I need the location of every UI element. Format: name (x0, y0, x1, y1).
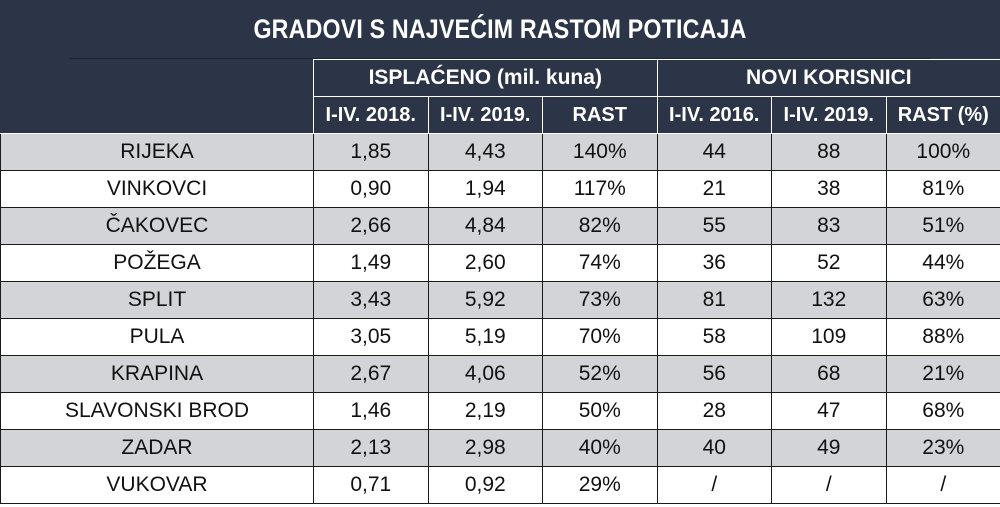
table-header: ISPLAĆENO (mil. kuna) NOVI KORISNICI I-I… (0, 59, 1000, 134)
header-novi-korisnici: NOVI KORISNICI (656, 59, 1000, 97)
table-row: SPLIT 3,43 5,92 73% 81 132 63% (0, 281, 1000, 319)
isplaceno-2018-cell: 0,71 (313, 466, 429, 504)
korisnici-2016-cell: 28 (656, 392, 773, 430)
isplaceno-2019-cell: 2,60 (427, 244, 543, 282)
isplaceno-2019-cell: 5,92 (427, 281, 543, 319)
table-row: POŽEGA 1,49 2,60 74% 36 52 44% (0, 244, 1000, 282)
isplaceno-2019-cell: 4,84 (427, 207, 543, 245)
korisnici-rast-cell: 63% (885, 281, 1000, 319)
korisnici-2019-cell: 88 (771, 133, 887, 171)
header-blank-cell (0, 59, 314, 134)
table-title: GRADOVI S NAJVEĆIM RASTOM POTICAJA (70, 0, 930, 59)
korisnici-rast-cell: 81% (885, 170, 1000, 208)
korisnici-2016-cell: 44 (656, 133, 773, 171)
table-row: RIJEKA 1,85 4,43 140% 44 88 100% (0, 133, 1000, 171)
isplaceno-rast-cell: 73% (542, 281, 658, 319)
data-table: ISPLAĆENO (mil. kuna) NOVI KORISNICI I-I… (0, 59, 1000, 504)
isplaceno-2018-cell: 1,49 (313, 244, 429, 282)
city-cell: POŽEGA (0, 244, 314, 282)
korisnici-2019-cell: / (771, 466, 887, 504)
korisnici-rast-cell: 100% (885, 133, 1000, 171)
isplaceno-2019-cell: 4,43 (427, 133, 543, 171)
isplaceno-2018-cell: 3,05 (313, 318, 429, 356)
table-row: KRAPINA 2,67 4,06 52% 56 68 21% (0, 355, 1000, 393)
korisnici-rast-cell: 68% (885, 392, 1000, 430)
table-row: ČAKOVEC 2,66 4,84 82% 55 83 51% (0, 207, 1000, 245)
korisnici-2019-cell: 38 (771, 170, 887, 208)
korisnici-2019-cell: 49 (771, 429, 887, 467)
isplaceno-rast-cell: 50% (542, 392, 658, 430)
korisnici-2016-cell: 21 (656, 170, 773, 208)
isplaceno-rast-cell: 74% (542, 244, 658, 282)
table-body: RIJEKA 1,85 4,43 140% 44 88 100% VINKOVCI 0,90 1,… (0, 133, 1000, 504)
isplaceno-2019-cell: 5,19 (427, 318, 543, 356)
korisnici-2016-cell: 58 (656, 318, 773, 356)
city-cell: VUKOVAR (0, 466, 314, 504)
isplaceno-2018-cell: 0,90 (313, 170, 429, 208)
city-cell: VINKOVCI (0, 170, 314, 208)
isplaceno-2019-cell: 2,98 (427, 429, 543, 467)
isplaceno-2018-cell: 2,13 (313, 429, 429, 467)
city-cell: ZADAR (0, 429, 314, 467)
city-cell: RIJEKA (0, 133, 314, 171)
korisnici-rast-cell: 51% (885, 207, 1000, 245)
isplaceno-2019-cell: 2,19 (427, 392, 543, 430)
isplaceno-rast-cell: 52% (542, 355, 658, 393)
city-cell: PULA (0, 318, 314, 356)
city-cell: SPLIT (0, 281, 314, 319)
table-row: VINKOVCI 0,90 1,94 117% 21 38 81% (0, 170, 1000, 208)
korisnici-2019-cell: 52 (771, 244, 887, 282)
header-column-row: I-IV. 2018. I-IV. 2019. RAST I-IV. 2016.… (1, 96, 1000, 134)
isplaceno-rast-cell: 70% (542, 318, 658, 356)
table-row: PULA 3,05 5,19 70% 58 109 88% (0, 318, 1000, 356)
korisnici-2019-cell: 83 (771, 207, 887, 245)
korisnici-2016-cell: 40 (656, 429, 773, 467)
isplaceno-rast-cell: 29% (542, 466, 658, 504)
isplaceno-rast-cell: 82% (542, 207, 658, 245)
korisnici-2016-cell: 81 (656, 281, 773, 319)
isplaceno-rast-cell: 140% (542, 133, 658, 171)
korisnici-2016-cell: 55 (656, 207, 773, 245)
isplaceno-2018-cell: 2,66 (313, 207, 429, 245)
col-header-korisnici-2019: I-IV. 2019. (771, 96, 887, 134)
isplaceno-2019-cell: 4,06 (427, 355, 543, 393)
korisnici-2016-cell: 56 (656, 355, 773, 393)
korisnici-2019-cell: 68 (771, 355, 887, 393)
korisnici-2019-cell: 132 (771, 281, 887, 319)
table-row: VUKOVAR 0,71 0,92 29% / / / (0, 466, 1000, 504)
table-row: SLAVONSKI BROD 1,46 2,19 50% 28 47 68% (0, 392, 1000, 430)
isplaceno-2018-cell: 1,85 (313, 133, 429, 171)
isplaceno-2019-cell: 1,94 (427, 170, 543, 208)
isplaceno-rast-cell: 40% (542, 429, 658, 467)
korisnici-rast-cell: 23% (885, 429, 1000, 467)
korisnici-2016-cell: / (656, 466, 773, 504)
col-header-isplaceno-rast: RAST (542, 96, 658, 134)
isplaceno-2018-cell: 3,43 (313, 281, 429, 319)
header-group-row: ISPLAĆENO (mil. kuna) NOVI KORISNICI (0, 59, 1000, 134)
col-header-isplaceno-2019: I-IV. 2019. (427, 96, 543, 134)
city-cell: SLAVONSKI BROD (0, 392, 314, 430)
isplaceno-2018-cell: 2,67 (313, 355, 429, 393)
title-bar: GRADOVI S NAJVEĆIM RASTOM POTICAJA (0, 0, 1000, 59)
korisnici-rast-cell: 88% (885, 318, 1000, 356)
korisnici-rast-cell: / (885, 466, 1000, 504)
isplaceno-rast-cell: 117% (542, 170, 658, 208)
korisnici-2019-cell: 109 (771, 318, 887, 356)
isplaceno-2019-cell: 0,92 (427, 466, 543, 504)
col-header-isplaceno-2018: I-IV. 2018. (313, 96, 429, 134)
korisnici-2016-cell: 36 (656, 244, 773, 282)
table-row: ZADAR 2,13 2,98 40% 40 49 23% (0, 429, 1000, 467)
header-isplaceno: ISPLAĆENO (mil. kuna) (313, 59, 658, 97)
col-header-korisnici-2016: I-IV. 2016. (656, 96, 773, 134)
city-cell: KRAPINA (0, 355, 314, 393)
isplaceno-2018-cell: 1,46 (313, 392, 429, 430)
col-header-korisnici-rast: RAST (%) (885, 96, 1000, 134)
city-cell: ČAKOVEC (0, 207, 314, 245)
korisnici-rast-cell: 21% (885, 355, 1000, 393)
korisnici-rast-cell: 44% (885, 244, 1000, 282)
korisnici-2019-cell: 47 (771, 392, 887, 430)
